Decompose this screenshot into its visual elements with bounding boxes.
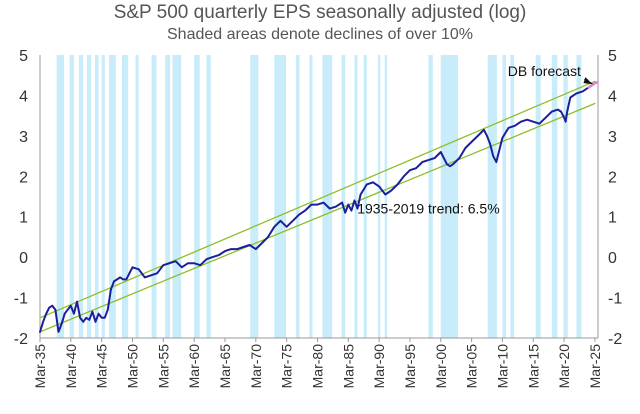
shaded-period (109, 55, 116, 338)
x-tick-label: Mar-10 (494, 344, 510, 389)
shaded-period (250, 55, 259, 338)
shaded-period (151, 55, 157, 338)
y-tick-right: 2 (608, 169, 617, 186)
y-tick-left: 1 (19, 210, 28, 227)
annotations: DB forecast 1935-2019 trend: 6.5% (357, 63, 593, 217)
shaded-period (487, 55, 497, 338)
x-tick-label: Mar-15 (525, 344, 541, 389)
shaded-period (535, 55, 541, 338)
upper-trend-line (39, 80, 596, 319)
eps-series-line (39, 86, 590, 333)
shaded-period (576, 55, 582, 338)
x-tick-label: Mar-70 (248, 344, 264, 389)
x-tick-label: Mar-20 (556, 344, 572, 389)
shaded-period (194, 55, 200, 338)
shaded-period (69, 55, 74, 338)
x-tick-label: Mar-45 (94, 344, 110, 389)
y-tick-left: 2 (19, 169, 28, 186)
shaded-period (172, 55, 182, 338)
y-tick-left: -1 (14, 291, 28, 308)
y-tick-right: 5 (608, 48, 617, 65)
shaded-period (78, 55, 84, 338)
forecast-series-line (587, 80, 599, 89)
y-tick-right: -1 (608, 291, 622, 308)
x-tick-label: Mar-50 (124, 344, 140, 389)
shaded-period (502, 55, 507, 338)
x-tick-label: Mar-40 (63, 344, 79, 389)
shaded-periods (56, 55, 582, 338)
y-tick-left: 5 (19, 48, 28, 65)
series-lines (39, 80, 599, 333)
shaded-period (309, 55, 313, 338)
shaded-period (354, 55, 358, 338)
x-tick-label: Mar-90 (371, 344, 387, 389)
y-tick-right: 0 (608, 250, 617, 267)
shaded-period (363, 55, 367, 338)
shaded-period (341, 55, 346, 338)
y-tick-left: 0 (19, 250, 28, 267)
shaded-period (122, 55, 129, 338)
shaded-period (428, 55, 433, 338)
chart-title: S&P 500 quarterly EPS seasonally adjuste… (113, 2, 527, 23)
y-tick-left: 3 (19, 129, 28, 146)
shaded-period (274, 55, 287, 338)
shaded-period (377, 55, 381, 338)
shaded-period (295, 55, 300, 338)
shaded-period (551, 55, 558, 338)
y-tick-left: -2 (14, 331, 28, 348)
y-tick-right: 4 (608, 88, 617, 105)
x-tick-label: Mar-00 (433, 344, 449, 389)
x-tick-label: Mar-60 (186, 344, 202, 389)
x-tick-label: Mar-25 (587, 344, 603, 389)
x-tick-label: Mar-75 (279, 344, 295, 389)
shaded-period (86, 55, 92, 338)
shaded-period (440, 55, 459, 338)
shaded-period (563, 55, 568, 338)
x-tick-label: Mar-55 (155, 344, 171, 389)
y-tick-right: 3 (608, 129, 617, 146)
shaded-period (384, 55, 388, 338)
x-tick-label: Mar-80 (309, 344, 325, 389)
shaded-period (101, 55, 105, 338)
shaded-period (56, 55, 65, 338)
forecast-arrowhead (583, 77, 593, 85)
y-tick-right: -2 (608, 331, 622, 348)
shaded-period (206, 55, 211, 338)
shaded-period (94, 55, 99, 338)
x-tick-label: Mar-05 (464, 344, 480, 389)
y-tick-right: 1 (608, 210, 617, 227)
y-tick-left: 4 (19, 88, 28, 105)
x-tick-label: Mar-85 (340, 344, 356, 389)
shaded-period (510, 55, 515, 338)
shaded-period (322, 55, 333, 338)
x-tick-label: Mar-35 (32, 344, 48, 389)
shaded-period (135, 55, 139, 338)
x-tick-label: Mar-65 (217, 344, 233, 389)
forecast-label: DB forecast (508, 63, 581, 79)
shaded-period (165, 55, 171, 338)
axes: -2 -2 -1 -1 0 0 1 1 2 2 3 3 4 4 5 5 Mar-35 Mar-40 Mar-45 Ma… (14, 48, 623, 388)
trend-label: 1935-2019 trend: 6.5% (357, 201, 499, 217)
chart-subtitle: Shaded areas denote declines of over 10% (167, 26, 473, 43)
x-tick-label: Mar-95 (402, 344, 418, 389)
